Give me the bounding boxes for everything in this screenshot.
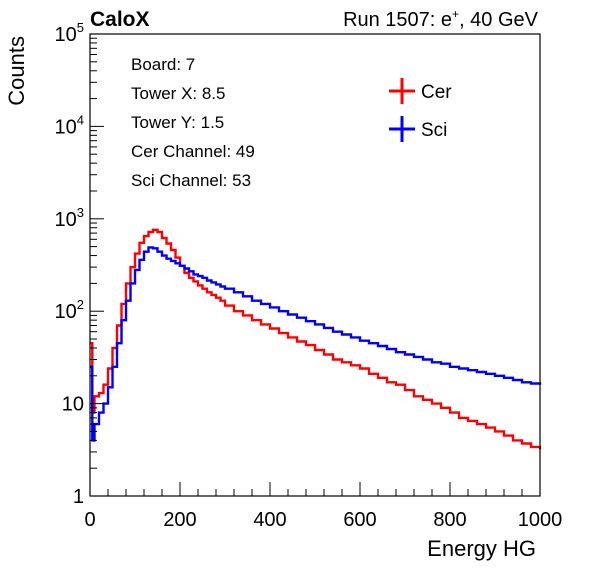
y-tick-label-base: 10	[55, 24, 77, 46]
plot-frame	[89, 33, 541, 497]
y-tick-label: 105	[55, 20, 84, 46]
y-tick-label-base: 10	[55, 301, 77, 323]
y-tick-label: 102	[55, 297, 84, 323]
info-line: Tower Y: 1.5	[131, 113, 224, 132]
info-line: Board: 7	[131, 55, 195, 74]
y-tick-label-exponent: 4	[77, 112, 84, 127]
legend-label-sci: Sci	[421, 120, 447, 141]
y-tick-label: 1	[73, 486, 84, 508]
x-axis-title: Energy HG	[427, 536, 536, 561]
y-tick-label-base: 1	[73, 486, 84, 508]
y-tick-label: 104	[55, 112, 84, 138]
run-label-text: Run 1507: e	[343, 9, 452, 31]
y-axis-title: Counts	[4, 36, 29, 106]
info-box: Board: 7 Tower X: 8.5 Tower Y: 1.5 Cer Chan…	[131, 55, 255, 190]
y-tick-label-exponent: 2	[77, 297, 84, 312]
x-tick-label: 400	[253, 509, 286, 531]
series-sci-line	[90, 246, 542, 442]
experiment-label: CaloX	[90, 8, 150, 31]
y-tick-label: 10	[62, 394, 84, 416]
y-tick-label-exponent: 5	[77, 20, 84, 35]
y-tick-label-exponent: 3	[77, 205, 84, 220]
info-line: Cer Channel: 49	[131, 142, 255, 161]
series-layer	[90, 228, 542, 450]
y-tick-label-base: 10	[62, 394, 84, 416]
y-tick-label: 103	[55, 205, 84, 231]
x-tick-label: 600	[343, 509, 376, 531]
run-label: Run 1507: e+, 40 GeV	[343, 7, 539, 31]
run-label-energy: , 40 GeV	[459, 9, 539, 31]
legend-label-cer: Cer	[421, 82, 452, 103]
x-tick-label: 800	[433, 509, 466, 531]
info-line: Sci Channel: 53	[131, 171, 251, 190]
y-tick-label-base: 10	[55, 209, 77, 231]
y-tick-label-base: 10	[55, 116, 77, 138]
info-line: Tower X: 8.5	[131, 84, 226, 103]
series-cer-line	[90, 228, 542, 450]
x-axis-ticks: 0 200 400 600 800 1000	[84, 482, 562, 531]
x-tick-label: 0	[84, 509, 95, 531]
run-label-superscript: +	[452, 7, 459, 21]
legend: Cer Sci	[389, 78, 452, 142]
x-tick-label: 200	[163, 509, 196, 531]
x-tick-label: 1000	[518, 509, 563, 531]
